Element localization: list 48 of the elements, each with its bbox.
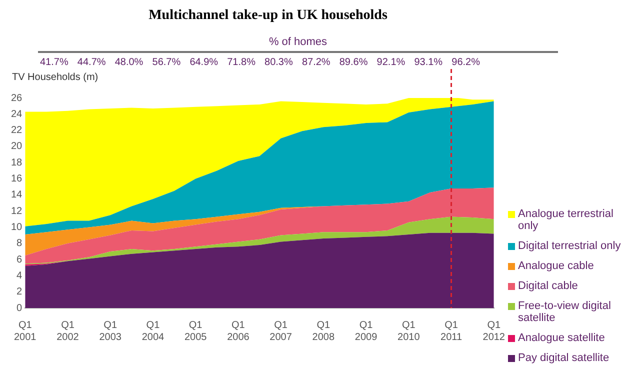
x-tick-label: Q1 2010 bbox=[398, 320, 420, 343]
y-tick-label: 8 bbox=[16, 238, 23, 250]
text: 71.8% bbox=[227, 57, 256, 68]
y-tick-label: 20 bbox=[11, 141, 23, 152]
y-tick-label: 16 bbox=[11, 174, 23, 185]
x-tick-label: Q1 2002 bbox=[56, 320, 80, 343]
y-tick-label: 26 bbox=[11, 92, 23, 104]
x-tick-label: Q1 2011 bbox=[440, 320, 462, 343]
text: 87.2% bbox=[302, 57, 330, 68]
y-tick-label: 0 bbox=[16, 302, 23, 314]
text: 96.2% bbox=[452, 57, 480, 68]
x-tick-label: Q1 2009 bbox=[354, 320, 378, 343]
y-tick-label: 10 bbox=[11, 222, 23, 233]
text: 80.3% bbox=[264, 57, 293, 68]
y-tick-label: 12 bbox=[11, 206, 23, 217]
y-tick-label: 22 bbox=[11, 125, 23, 136]
x-tick-label: Q1 2003 bbox=[99, 320, 122, 343]
chart-title: Multichannel take-up in UK households bbox=[148, 8, 388, 24]
text: 92.1% bbox=[376, 57, 406, 68]
legend-label: Digital terrestrial only bbox=[518, 240, 621, 252]
y-tick-label: 6 bbox=[16, 254, 23, 266]
text: 89.6% bbox=[339, 57, 368, 68]
text: 48.0% bbox=[114, 57, 144, 68]
x-tick-label: Q1 2006 bbox=[227, 320, 250, 343]
y-tick-label: 18 bbox=[11, 157, 23, 168]
y-axis-title: TV Households (m) bbox=[12, 72, 98, 83]
x-tick-label: Q1 2005 bbox=[184, 320, 208, 343]
x-tick-label: Q1 2012 bbox=[482, 320, 506, 343]
text: 41.7% bbox=[40, 57, 68, 68]
legend-label: Analogue terrestrial only bbox=[518, 208, 614, 232]
x-tick-label: Q1 2004 bbox=[142, 320, 165, 343]
text: 56.7% bbox=[152, 57, 181, 68]
y-tick-label: 24 bbox=[11, 108, 23, 120]
x-tick-label: Q1 2008 bbox=[312, 320, 335, 343]
legend-label: Pay digital satellite bbox=[518, 352, 610, 364]
legend-label: Analogue cable bbox=[518, 260, 594, 272]
text: 93.1% bbox=[414, 57, 443, 68]
legend-label: Free-to-view digital satellite bbox=[518, 300, 612, 324]
y-tick-label: 4 bbox=[16, 270, 23, 282]
text: 44.7% bbox=[77, 57, 106, 68]
legend-label: Digital cable bbox=[518, 280, 578, 292]
y-tick-label: 14 bbox=[11, 190, 23, 201]
x-tick-label: Q1 2007 bbox=[270, 320, 292, 343]
y-tick-label: 2 bbox=[16, 286, 23, 298]
legend-label: Analogue satellite bbox=[518, 332, 605, 344]
text: 64.9% bbox=[190, 57, 218, 68]
x-tick-label: Q1 2001 bbox=[14, 320, 37, 343]
text: % of homes bbox=[38, 36, 558, 53]
